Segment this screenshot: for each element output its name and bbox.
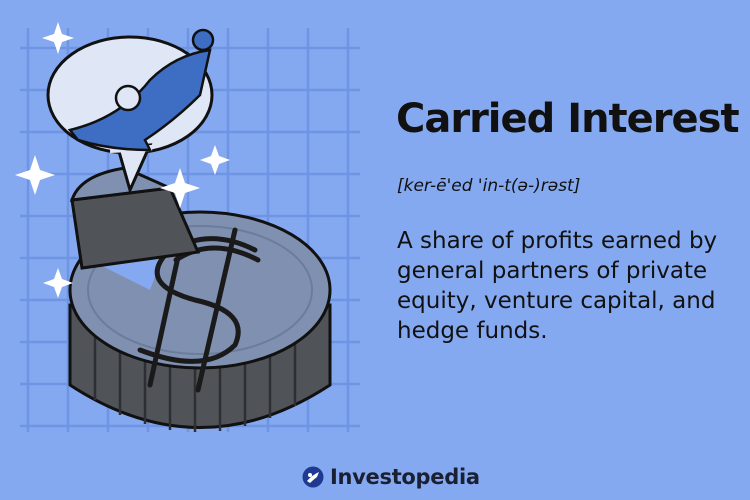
brand-name: Investopedia — [330, 465, 480, 489]
investopedia-logo[interactable]: Investopedia — [302, 462, 480, 492]
carried-interest-illustration — [0, 0, 400, 500]
term-title: Carried Interest — [396, 96, 736, 142]
definition-text: A share of profits earned by general par… — [397, 226, 727, 346]
investopedia-logo-icon — [302, 466, 324, 488]
pronunciation: [ker-ē'ed 'in-t(ə-)rəst] — [397, 176, 580, 196]
